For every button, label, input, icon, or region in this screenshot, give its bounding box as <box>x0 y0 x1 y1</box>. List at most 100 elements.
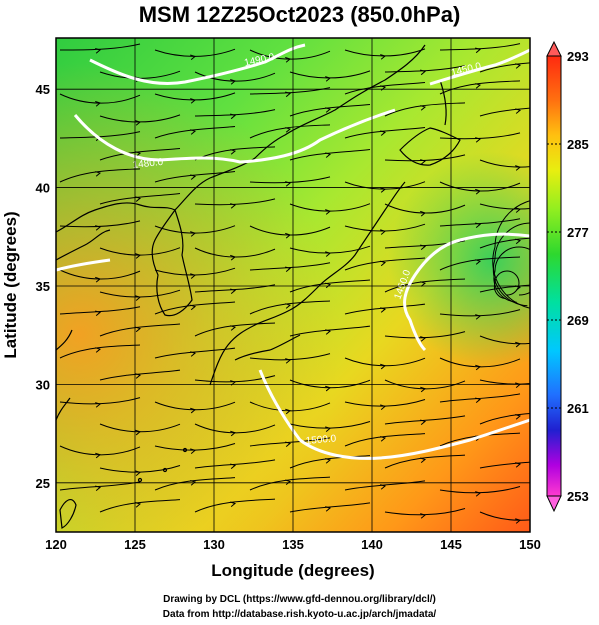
contour-line <box>403 238 461 352</box>
streamline-arrow <box>190 407 197 414</box>
contour-line <box>89 43 306 85</box>
streamline-arrow <box>515 63 522 69</box>
streamline-arrow <box>285 127 292 133</box>
streamline-arrow <box>420 105 427 111</box>
streamline-arrow <box>515 462 522 468</box>
streamline-arrow <box>95 101 102 107</box>
streamline <box>289 455 371 469</box>
japan-coast <box>209 181 406 386</box>
streamline-arrow <box>420 457 427 464</box>
streamline <box>384 65 466 73</box>
streamline-arrow <box>420 419 427 426</box>
streamline <box>289 325 371 337</box>
streamline-arrow <box>325 152 332 158</box>
streamline-arrow <box>95 485 102 492</box>
streamline <box>154 301 236 315</box>
streamline-arrow <box>285 408 292 415</box>
streamline-arrow <box>95 347 102 353</box>
contour-label: 1500.0 <box>305 433 337 447</box>
streamline-arrow <box>325 385 332 392</box>
streamline-arrow <box>380 260 387 267</box>
streamline-arrow <box>420 69 427 76</box>
y-tick-label: 25 <box>36 476 50 491</box>
streamline-arrow <box>515 341 522 348</box>
cyclone-streamline <box>492 222 530 307</box>
streamline <box>439 43 521 51</box>
cyclone-streamline <box>493 246 530 303</box>
streamline-arrow <box>475 137 482 143</box>
streamline-arrow <box>380 436 387 442</box>
streamline <box>59 43 141 51</box>
streamline-arrow <box>285 57 292 63</box>
streamline <box>59 168 141 183</box>
streamline <box>59 131 141 139</box>
streamline <box>59 344 141 359</box>
streamline-arrow <box>135 253 142 259</box>
colorbar-bar <box>546 55 562 497</box>
streamline-arrow <box>135 326 142 333</box>
streamline-arrow <box>190 54 197 61</box>
streamline-arrow <box>380 54 387 60</box>
streamline-arrow <box>285 441 292 448</box>
contour-line <box>56 258 111 272</box>
streamline-arrow <box>190 174 197 180</box>
streamline <box>479 237 530 249</box>
streamline <box>439 218 521 227</box>
streamline-arrow <box>285 303 292 309</box>
streamline-arrow <box>325 506 332 512</box>
streamline <box>344 126 426 139</box>
streamline <box>384 154 466 162</box>
streamline <box>439 256 521 271</box>
streamline <box>99 499 181 513</box>
streamline-arrow <box>190 304 197 311</box>
streamline-arrow <box>515 108 522 114</box>
streamline <box>384 415 466 425</box>
y-tick-label: 45 <box>36 82 50 97</box>
x-axis-label: Longitude (degrees) <box>211 561 374 580</box>
streamline <box>154 477 236 491</box>
streamline-arrow <box>230 79 237 85</box>
streamline-arrow <box>95 48 102 54</box>
streamline-arrow <box>420 336 427 342</box>
streamline <box>249 437 331 447</box>
streamline-arrow <box>95 310 102 317</box>
streamline-arrow <box>475 491 482 497</box>
streamline-arrow <box>515 207 522 213</box>
streamline-arrow <box>475 364 482 371</box>
streamline-arrow <box>285 91 292 98</box>
streamline-arrow <box>230 203 237 209</box>
colorbar-tick-label: 293 <box>567 49 589 64</box>
streamline-arrow <box>380 404 387 410</box>
colorbar-bottom-arrow <box>546 495 562 513</box>
x-axis-ticks: 120 125 130 135 140 145 150 <box>45 537 541 552</box>
streamline-arrow <box>380 484 387 490</box>
taiwan-coast <box>59 498 77 529</box>
colorbar-tick-label: 269 <box>567 313 589 328</box>
streamline <box>479 413 530 425</box>
streamline-arrow <box>230 325 237 331</box>
streamline <box>99 148 181 161</box>
colorbar: 293 285 277 269 261 253 <box>546 40 589 513</box>
streamline <box>194 198 276 206</box>
y-axis-label: Latitude (degrees) <box>1 211 20 358</box>
streamline-arrow <box>135 196 142 202</box>
streamline <box>59 397 141 405</box>
streamline-arrow <box>190 129 197 135</box>
streamline-arrow <box>380 187 387 193</box>
streamline-arrow <box>380 229 387 235</box>
credit-data: Data from http://database.rish.kyoto-u.a… <box>162 609 437 620</box>
streamline-arrow <box>190 351 197 357</box>
streamline-arrow <box>325 458 332 464</box>
streamline <box>384 454 466 469</box>
x-tick-label: 135 <box>282 537 304 552</box>
y-tick-label: 30 <box>36 377 50 392</box>
streamline <box>99 192 181 205</box>
contour-line <box>459 232 530 242</box>
streamline-arrow <box>285 181 292 187</box>
streamline <box>249 476 331 491</box>
geopotential-contours <box>56 43 530 460</box>
streamline <box>384 102 466 117</box>
streamline-arrow <box>285 358 292 364</box>
streamline-arrow <box>420 281 427 287</box>
